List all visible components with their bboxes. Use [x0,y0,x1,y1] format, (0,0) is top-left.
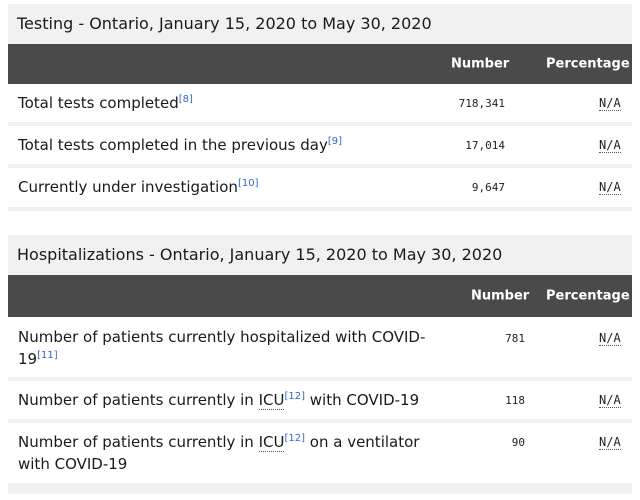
row-percentage: N/A [599,331,621,346]
table-row: Total tests completed[8] 718,341 N/A [8,84,632,126]
row-label-suffix: on a ventilator [305,433,420,451]
row-label-continued: 19 [18,350,38,368]
reference-link[interactable]: [9] [327,136,343,147]
column-header-percentage: Percentage [546,56,630,72]
reference-link[interactable]: [12] [284,391,306,402]
icu-abbreviation: ICU [258,433,285,452]
column-header-number: Number [451,56,510,72]
row-number: 718,341 [458,97,505,110]
testing-table-header: Number Percentage [8,44,632,84]
row-label: Number of patients currently in [18,391,259,409]
row-label: Total tests completed [18,94,179,112]
row-number: 90 [511,436,525,449]
row-percentage: N/A [599,393,621,408]
table-row: Currently under investigation[10] 9,647 … [8,168,632,207]
hospitalizations-table-header: Number Percentage [8,275,632,317]
column-header-percentage: Percentage [546,288,630,304]
column-header-number: Number [471,288,530,304]
reference-link[interactable]: [8] [178,94,193,105]
row-label: Number of patients currently in [18,433,259,451]
testing-table-title: Testing - Ontario, January 15, 2020 to M… [17,14,432,33]
row-number: 118 [505,394,525,407]
reference-link[interactable]: [11] [37,350,58,361]
table-row: Number of patients currently in ICU[12] … [8,381,632,423]
row-label: Number of patients currently hospitalize… [18,328,426,346]
row-percentage: N/A [599,96,621,111]
row-percentage: N/A [599,180,621,195]
reference-link[interactable]: [12] [284,433,306,444]
table-row: Number of patients currently in ICU[12] … [8,423,632,483]
row-label: Total tests completed in the previous da… [18,136,328,154]
row-percentage: N/A [599,435,621,450]
row-number: 17,014 [465,139,505,152]
row-label-continued: with COVID-19 [18,455,128,473]
row-label: Currently under investigation [18,178,238,196]
testing-table: Testing - Ontario, January 15, 2020 to M… [8,4,632,211]
row-number: 781 [505,332,525,345]
hospitalizations-table-title: Hospitalizations - Ontario, January 15, … [17,245,503,264]
row-percentage: N/A [599,138,621,153]
hospitalizations-table: Hospitalizations - Ontario, January 15, … [8,235,632,494]
table-row: Total tests completed in the previous da… [8,126,632,168]
row-label-suffix: with COVID-19 [305,391,420,409]
reference-link[interactable]: [10] [237,178,259,189]
row-number: 9,647 [471,181,505,194]
table-row: Number of patients currently hospitalize… [8,317,632,381]
icu-abbreviation: ICU [258,391,285,410]
